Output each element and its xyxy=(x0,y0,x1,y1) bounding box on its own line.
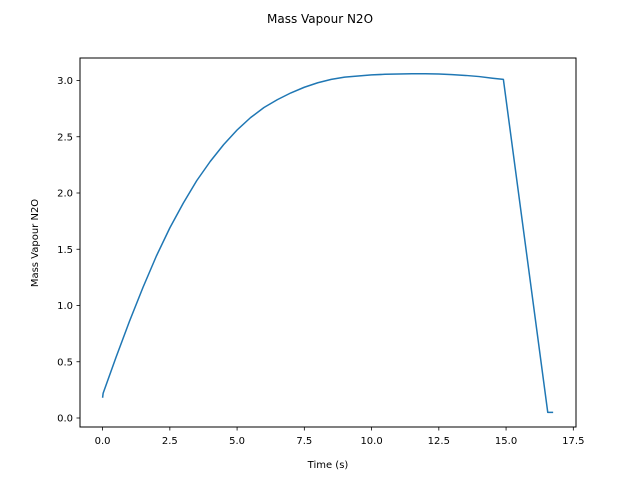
x-tick-label: 0.0 xyxy=(95,436,111,447)
x-axis: 0.0 2.5 5.0 7.5 10.0 12.5 15.0 17.5 xyxy=(95,427,584,447)
x-tick-label: 7.5 xyxy=(296,436,312,447)
y-tick-label: 3.0 xyxy=(57,76,73,87)
x-tick-label: 15.0 xyxy=(495,436,517,447)
y-axis: 0.0 0.5 1.0 1.5 2.0 2.5 3.0 xyxy=(57,76,80,425)
x-tick-label: 10.0 xyxy=(360,436,382,447)
x-tick-label: 12.5 xyxy=(428,436,450,447)
x-tick-label: 17.5 xyxy=(562,436,584,447)
plot-area xyxy=(101,73,554,414)
y-tick-label: 2.5 xyxy=(57,132,73,143)
x-tick-label: 5.0 xyxy=(229,436,245,447)
y-tick-label: 2.0 xyxy=(57,189,73,200)
y-tick-label: 1.5 xyxy=(57,245,73,256)
x-axis-label: Time (s) xyxy=(307,460,349,471)
y-axis-label: Mass Vapour N2O xyxy=(30,199,41,287)
series-line-0 xyxy=(101,73,554,414)
y-tick-label: 0.5 xyxy=(57,357,73,368)
chart-title: Mass Vapour N2O xyxy=(267,12,373,26)
y-tick-label: 0.0 xyxy=(57,414,73,425)
y-tick-label: 1.0 xyxy=(57,301,73,312)
x-tick-label: 2.5 xyxy=(162,436,178,447)
axes-frame xyxy=(79,57,577,428)
